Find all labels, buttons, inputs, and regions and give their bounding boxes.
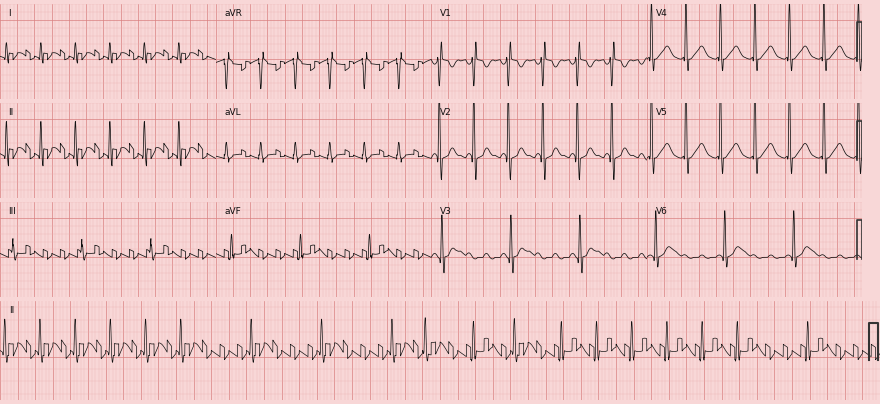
Text: V2: V2 <box>440 108 451 117</box>
Text: I: I <box>9 9 11 18</box>
Text: V3: V3 <box>440 207 451 216</box>
Text: V5: V5 <box>656 108 667 117</box>
Text: II: II <box>9 108 14 117</box>
Text: V6: V6 <box>656 207 667 216</box>
Text: III: III <box>9 207 17 216</box>
Text: V1: V1 <box>440 9 451 18</box>
Text: II: II <box>9 306 14 315</box>
Text: V4: V4 <box>656 9 667 18</box>
Text: aVR: aVR <box>224 9 242 18</box>
Text: aVF: aVF <box>224 207 241 216</box>
Text: aVL: aVL <box>224 108 241 117</box>
